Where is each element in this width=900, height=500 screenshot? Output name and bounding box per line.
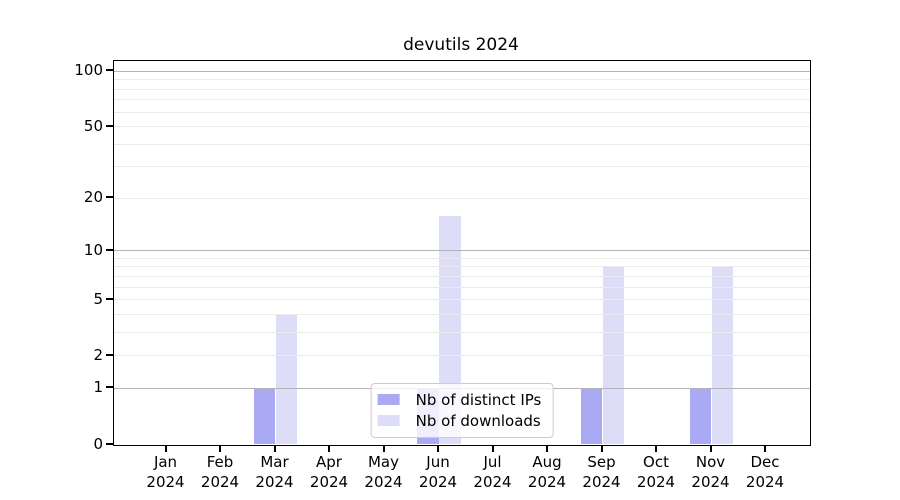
x-tick-label: Jan 2024 — [146, 453, 185, 491]
bar-distinct-ips-sep — [580, 388, 603, 445]
gridline-minor — [114, 275, 810, 277]
x-tick-label: Apr 2024 — [309, 453, 349, 491]
gridline-minor — [114, 88, 810, 90]
x-tick-mark — [600, 445, 603, 452]
y-tick-label: 20 — [83, 188, 103, 207]
y-tick-mark — [106, 196, 113, 199]
chart-title: devutils 2024 — [403, 35, 519, 55]
legend-label: Nb of downloads — [415, 411, 541, 430]
legend-rows: Nb of distinct IPs Nb of downloads — [377, 389, 542, 431]
y-tick-mark — [106, 353, 113, 356]
legend-item: Nb of distinct IPs — [377, 389, 542, 410]
y-tick-label: 100 — [74, 61, 103, 80]
x-tick-mark — [382, 445, 385, 452]
gridline-minor — [114, 355, 810, 357]
y-tick-mark — [106, 248, 113, 251]
x-tick-mark — [655, 445, 657, 452]
gridline-minor — [114, 299, 810, 301]
y-tick-mark — [106, 386, 113, 389]
y-tick-label: 0 — [93, 434, 103, 453]
gridline-minor — [114, 126, 810, 128]
x-tick-label: Sep 2024 — [582, 453, 621, 491]
legend: Nb of distinct IPs Nb of downloads — [370, 383, 554, 438]
y-tick-mark — [106, 69, 113, 72]
x-tick-label: Jun 2024 — [418, 453, 458, 491]
y-tick-label: 50 — [83, 116, 103, 135]
x-tick-label: Mar 2024 — [255, 453, 294, 491]
bar-distinct-ips-nov — [689, 388, 712, 445]
x-tick-label: Feb 2024 — [200, 453, 240, 491]
x-tick-label: Oct 2024 — [636, 453, 676, 491]
x-tick-label: Nov 2024 — [691, 453, 730, 491]
x-tick-label: Jul 2024 — [473, 453, 512, 491]
y-tick-label: 2 — [93, 345, 103, 364]
legend-swatch — [377, 394, 400, 405]
x-tick-label: Dec 2024 — [745, 453, 785, 491]
gridline-minor — [114, 79, 810, 81]
gridline-minor — [114, 313, 810, 315]
legend-label: Nb of distinct IPs — [415, 390, 542, 409]
gridline-minor — [114, 266, 810, 268]
legend-item: Nb of downloads — [377, 410, 542, 431]
x-tick-mark — [273, 445, 276, 452]
gridline-minor — [114, 197, 810, 199]
x-tick-label: Aug 2024 — [527, 453, 567, 491]
x-tick-mark — [219, 445, 221, 452]
gridline-minor — [114, 331, 810, 333]
gridline-minor — [114, 99, 810, 101]
bar-distinct-ips-mar — [253, 388, 276, 445]
y-tick-label: 1 — [93, 378, 103, 397]
x-tick-mark — [546, 445, 548, 452]
gridline-major — [114, 250, 810, 252]
x-tick-mark — [164, 445, 167, 452]
x-tick-mark — [328, 445, 330, 452]
x-tick-label: May 2024 — [364, 453, 403, 491]
gridline-minor — [114, 257, 810, 259]
x-tick-mark — [709, 445, 712, 452]
gridline-major — [114, 70, 810, 72]
plot-area: Nb of distinct IPs Nb of downloads — [113, 60, 811, 446]
bar-downloads-mar — [275, 314, 298, 445]
x-tick-mark — [764, 445, 766, 452]
y-tick-label: 10 — [83, 240, 103, 259]
legend-swatch — [377, 415, 400, 426]
gridline-minor — [114, 286, 810, 288]
y-tick-mark — [106, 442, 113, 445]
y-tick-label: 5 — [93, 289, 103, 308]
y-tick-mark — [106, 124, 113, 127]
y-tick-mark — [106, 297, 113, 300]
gridline-minor — [114, 111, 810, 113]
gridline-minor — [114, 143, 810, 145]
x-tick-mark — [437, 445, 439, 452]
x-tick-mark — [491, 445, 494, 452]
gridline-minor — [114, 166, 810, 168]
